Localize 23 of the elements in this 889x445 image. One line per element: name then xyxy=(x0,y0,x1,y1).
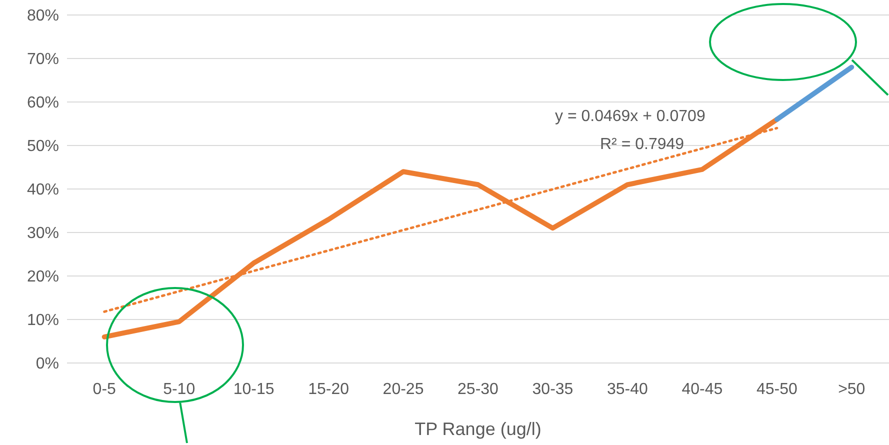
x-tick-label: >50 xyxy=(838,381,866,398)
x-tick-label: 25-30 xyxy=(458,381,499,398)
x-tick-label: 5-10 xyxy=(163,381,196,398)
y-tick-label: 50% xyxy=(26,138,59,156)
x-tick-label: 15-20 xyxy=(308,381,350,398)
x-tick-label: 0-5 xyxy=(92,381,116,398)
annotation: y = 0.0469x + 0.0709 xyxy=(555,108,706,125)
x-tick-label: 40-45 xyxy=(682,381,723,398)
x-tick-label: 20-25 xyxy=(382,381,424,398)
x-tick-label: 45-50 xyxy=(756,381,798,398)
y-tick-label: 70% xyxy=(26,51,59,68)
y-tick-label: 0% xyxy=(36,356,59,373)
y-tick-label: 10% xyxy=(26,312,59,330)
y-tick-label: 30% xyxy=(26,225,59,242)
annotation: R² = 0.7949 xyxy=(600,136,684,153)
x-tick-label: 10-15 xyxy=(233,381,274,398)
y-tick-label: 60% xyxy=(26,94,59,112)
x-axis-title: TP Range (ug/l) xyxy=(414,419,542,439)
y-tick-label: 40% xyxy=(26,182,59,199)
y-tick-label: 20% xyxy=(26,268,59,286)
x-tick-label: 30-35 xyxy=(532,381,574,398)
x-tick-label: 35-40 xyxy=(606,381,648,398)
y-tick-label: 80% xyxy=(26,8,59,25)
